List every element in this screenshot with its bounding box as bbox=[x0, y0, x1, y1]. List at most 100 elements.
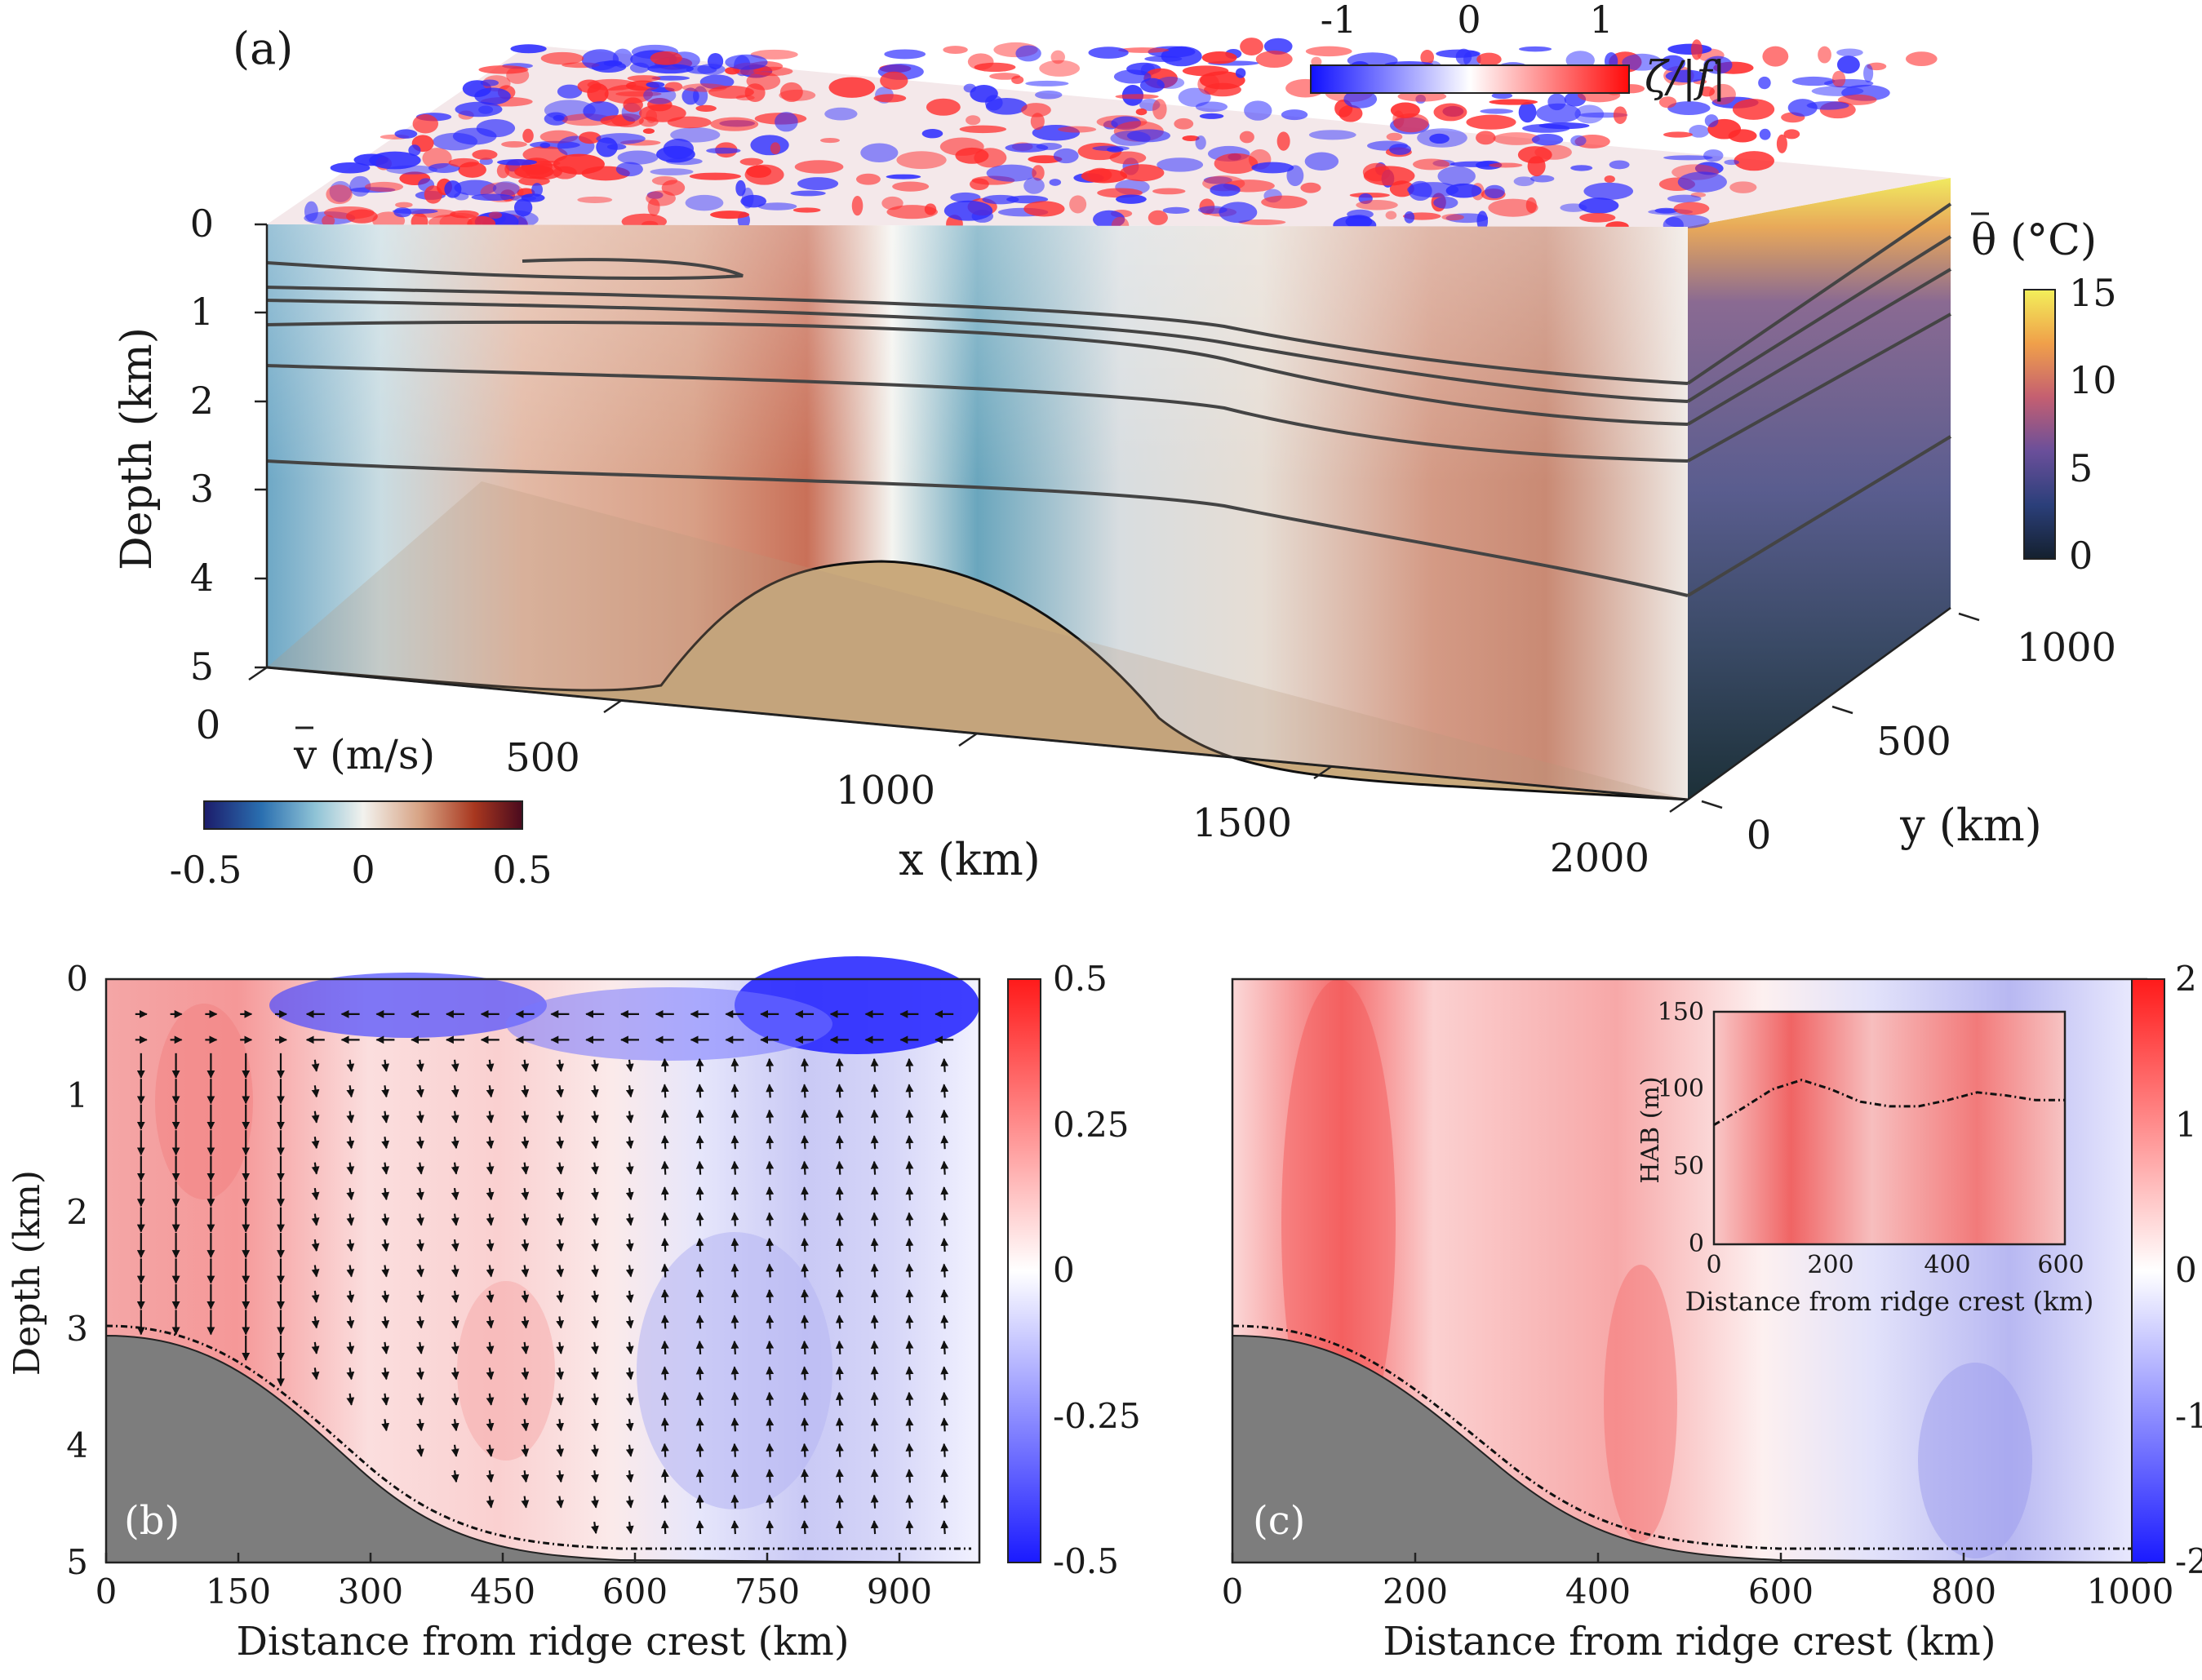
vorticity-eddy bbox=[1049, 179, 1062, 186]
vorticity-eddy bbox=[926, 98, 961, 116]
x-axis-label: x (km) bbox=[899, 834, 1041, 885]
velocity-arrow bbox=[625, 1341, 634, 1354]
velocity-arrow bbox=[801, 1391, 809, 1406]
vorticity-eddy bbox=[1015, 45, 1041, 62]
vorticity-eddy bbox=[1704, 114, 1719, 127]
panel-b-colorbar bbox=[1007, 978, 1041, 1563]
vorticity-eddy bbox=[522, 128, 534, 144]
velocity-arrow bbox=[311, 1085, 320, 1098]
velocity-arrow bbox=[625, 1187, 634, 1201]
vorticity-eddy bbox=[531, 183, 544, 197]
velocity-arrow bbox=[870, 1186, 879, 1201]
velocity-arrow bbox=[870, 1366, 879, 1381]
velocity-arrow bbox=[381, 1290, 390, 1303]
velocity-arrow bbox=[486, 1470, 495, 1483]
vorticity-eddy bbox=[603, 60, 623, 67]
velocity-colorbar bbox=[203, 800, 523, 830]
vorticity-eddy bbox=[1578, 197, 1619, 214]
velocity-arrow bbox=[625, 1290, 634, 1303]
velocity-arrow bbox=[451, 1059, 459, 1072]
vorticity-eddy bbox=[739, 157, 764, 166]
vorticity-eddy bbox=[1144, 55, 1183, 62]
velocity-arrow bbox=[660, 1340, 669, 1354]
vorticity-eddy bbox=[1389, 144, 1412, 155]
vort-tick-1: 1 bbox=[1589, 0, 1613, 42]
inset-hab-line bbox=[1713, 1079, 2065, 1126]
velocity-arrow bbox=[695, 1109, 704, 1124]
vorticity-eddy bbox=[970, 178, 989, 191]
vorticity-eddy bbox=[1305, 46, 1352, 57]
velocity-arrow bbox=[905, 1186, 914, 1201]
vorticity-eddy bbox=[1219, 202, 1258, 224]
velocity-arrow bbox=[801, 1212, 809, 1226]
vorticity-eddy bbox=[1148, 210, 1168, 225]
velocity-arrow bbox=[521, 1213, 530, 1226]
vorticity-eddy bbox=[1023, 177, 1045, 194]
vorticity-eddy bbox=[615, 162, 643, 177]
depth-axis-label: Depth (km) bbox=[113, 327, 162, 570]
vorticity-eddy bbox=[557, 84, 583, 99]
velocity-arrow bbox=[381, 1162, 390, 1175]
vorticity-eddy bbox=[665, 157, 703, 166]
vorticity-eddy bbox=[1579, 212, 1616, 223]
vorticity-eddy bbox=[1263, 38, 1293, 55]
velocity-arrow bbox=[905, 1288, 914, 1304]
inset-xtick-600: 600 bbox=[2037, 1251, 2084, 1279]
vorticity-eddy bbox=[412, 114, 439, 134]
vorticity-eddy bbox=[1667, 194, 1702, 203]
velocity-arrow bbox=[940, 1366, 949, 1381]
velocity-arrow bbox=[940, 1340, 949, 1354]
c-cb-neg1: -1 bbox=[2175, 1396, 2202, 1436]
velocity-arrow bbox=[346, 1110, 355, 1124]
vorticity-eddy bbox=[1831, 70, 1846, 87]
velocity-arrow bbox=[521, 1290, 530, 1303]
vorticity-eddy bbox=[330, 162, 371, 174]
velocity-arrow bbox=[416, 1393, 424, 1406]
velocity-arrow bbox=[416, 1059, 424, 1072]
vorticity-eddy bbox=[681, 87, 699, 105]
vorticity-eddy bbox=[851, 196, 863, 216]
velocity-arrow bbox=[801, 1443, 809, 1457]
velocity-arrow bbox=[556, 1059, 565, 1072]
vorticity-eddy bbox=[1609, 160, 1630, 170]
vorticity-eddy bbox=[518, 176, 550, 186]
velocity-arrow bbox=[556, 1265, 565, 1278]
vorticity-eddy bbox=[617, 150, 659, 165]
b-xtick-300: 300 bbox=[338, 1571, 403, 1611]
panel-b-bathymetry bbox=[105, 1334, 980, 1563]
velocity-arrow bbox=[311, 1162, 320, 1175]
vorticity-eddy bbox=[1135, 108, 1148, 116]
velocity-arrow bbox=[870, 1084, 879, 1098]
vorticity-eddy bbox=[797, 177, 839, 190]
vort-tick-neg1: -1 bbox=[1321, 0, 1357, 42]
velocity-arrow bbox=[801, 1057, 809, 1072]
vorticity-eddy bbox=[1729, 181, 1757, 193]
vorticity-eddy bbox=[1776, 134, 1787, 153]
velocity-arrow bbox=[905, 1057, 914, 1072]
vorticity-eddy bbox=[1050, 50, 1065, 64]
vorticity-eddy bbox=[1035, 91, 1063, 100]
vorticity-eddy bbox=[509, 195, 537, 202]
velocity-arrow bbox=[660, 1109, 669, 1124]
theta-tick-15: 15 bbox=[2069, 271, 2117, 315]
vorticity-eddy bbox=[1433, 197, 1458, 209]
b-xtick-600: 600 bbox=[602, 1571, 668, 1611]
isotherms bbox=[266, 202, 1952, 597]
vorticity-eddy bbox=[1783, 129, 1800, 140]
velocity-arrow bbox=[311, 1316, 320, 1329]
vorticity-eddy bbox=[553, 114, 565, 122]
ridge-shadow bbox=[267, 481, 1688, 800]
vorticity-eddy bbox=[663, 138, 695, 159]
velocity-arrow bbox=[660, 1494, 669, 1509]
theta-colorbar bbox=[2023, 289, 2056, 560]
velocity-arrow bbox=[416, 1367, 424, 1381]
vorticity-eddy bbox=[1308, 130, 1356, 140]
vorticity-eddy bbox=[1527, 156, 1546, 177]
velocity-arrow bbox=[591, 1367, 599, 1381]
vorticity-eddy bbox=[1420, 50, 1435, 65]
velocity-arrow bbox=[801, 1340, 809, 1354]
velocity-arrow bbox=[346, 1265, 355, 1278]
vorticity-eddy bbox=[967, 53, 994, 70]
vorticity-eddy bbox=[819, 137, 840, 144]
velocity-arrow bbox=[311, 1059, 320, 1072]
